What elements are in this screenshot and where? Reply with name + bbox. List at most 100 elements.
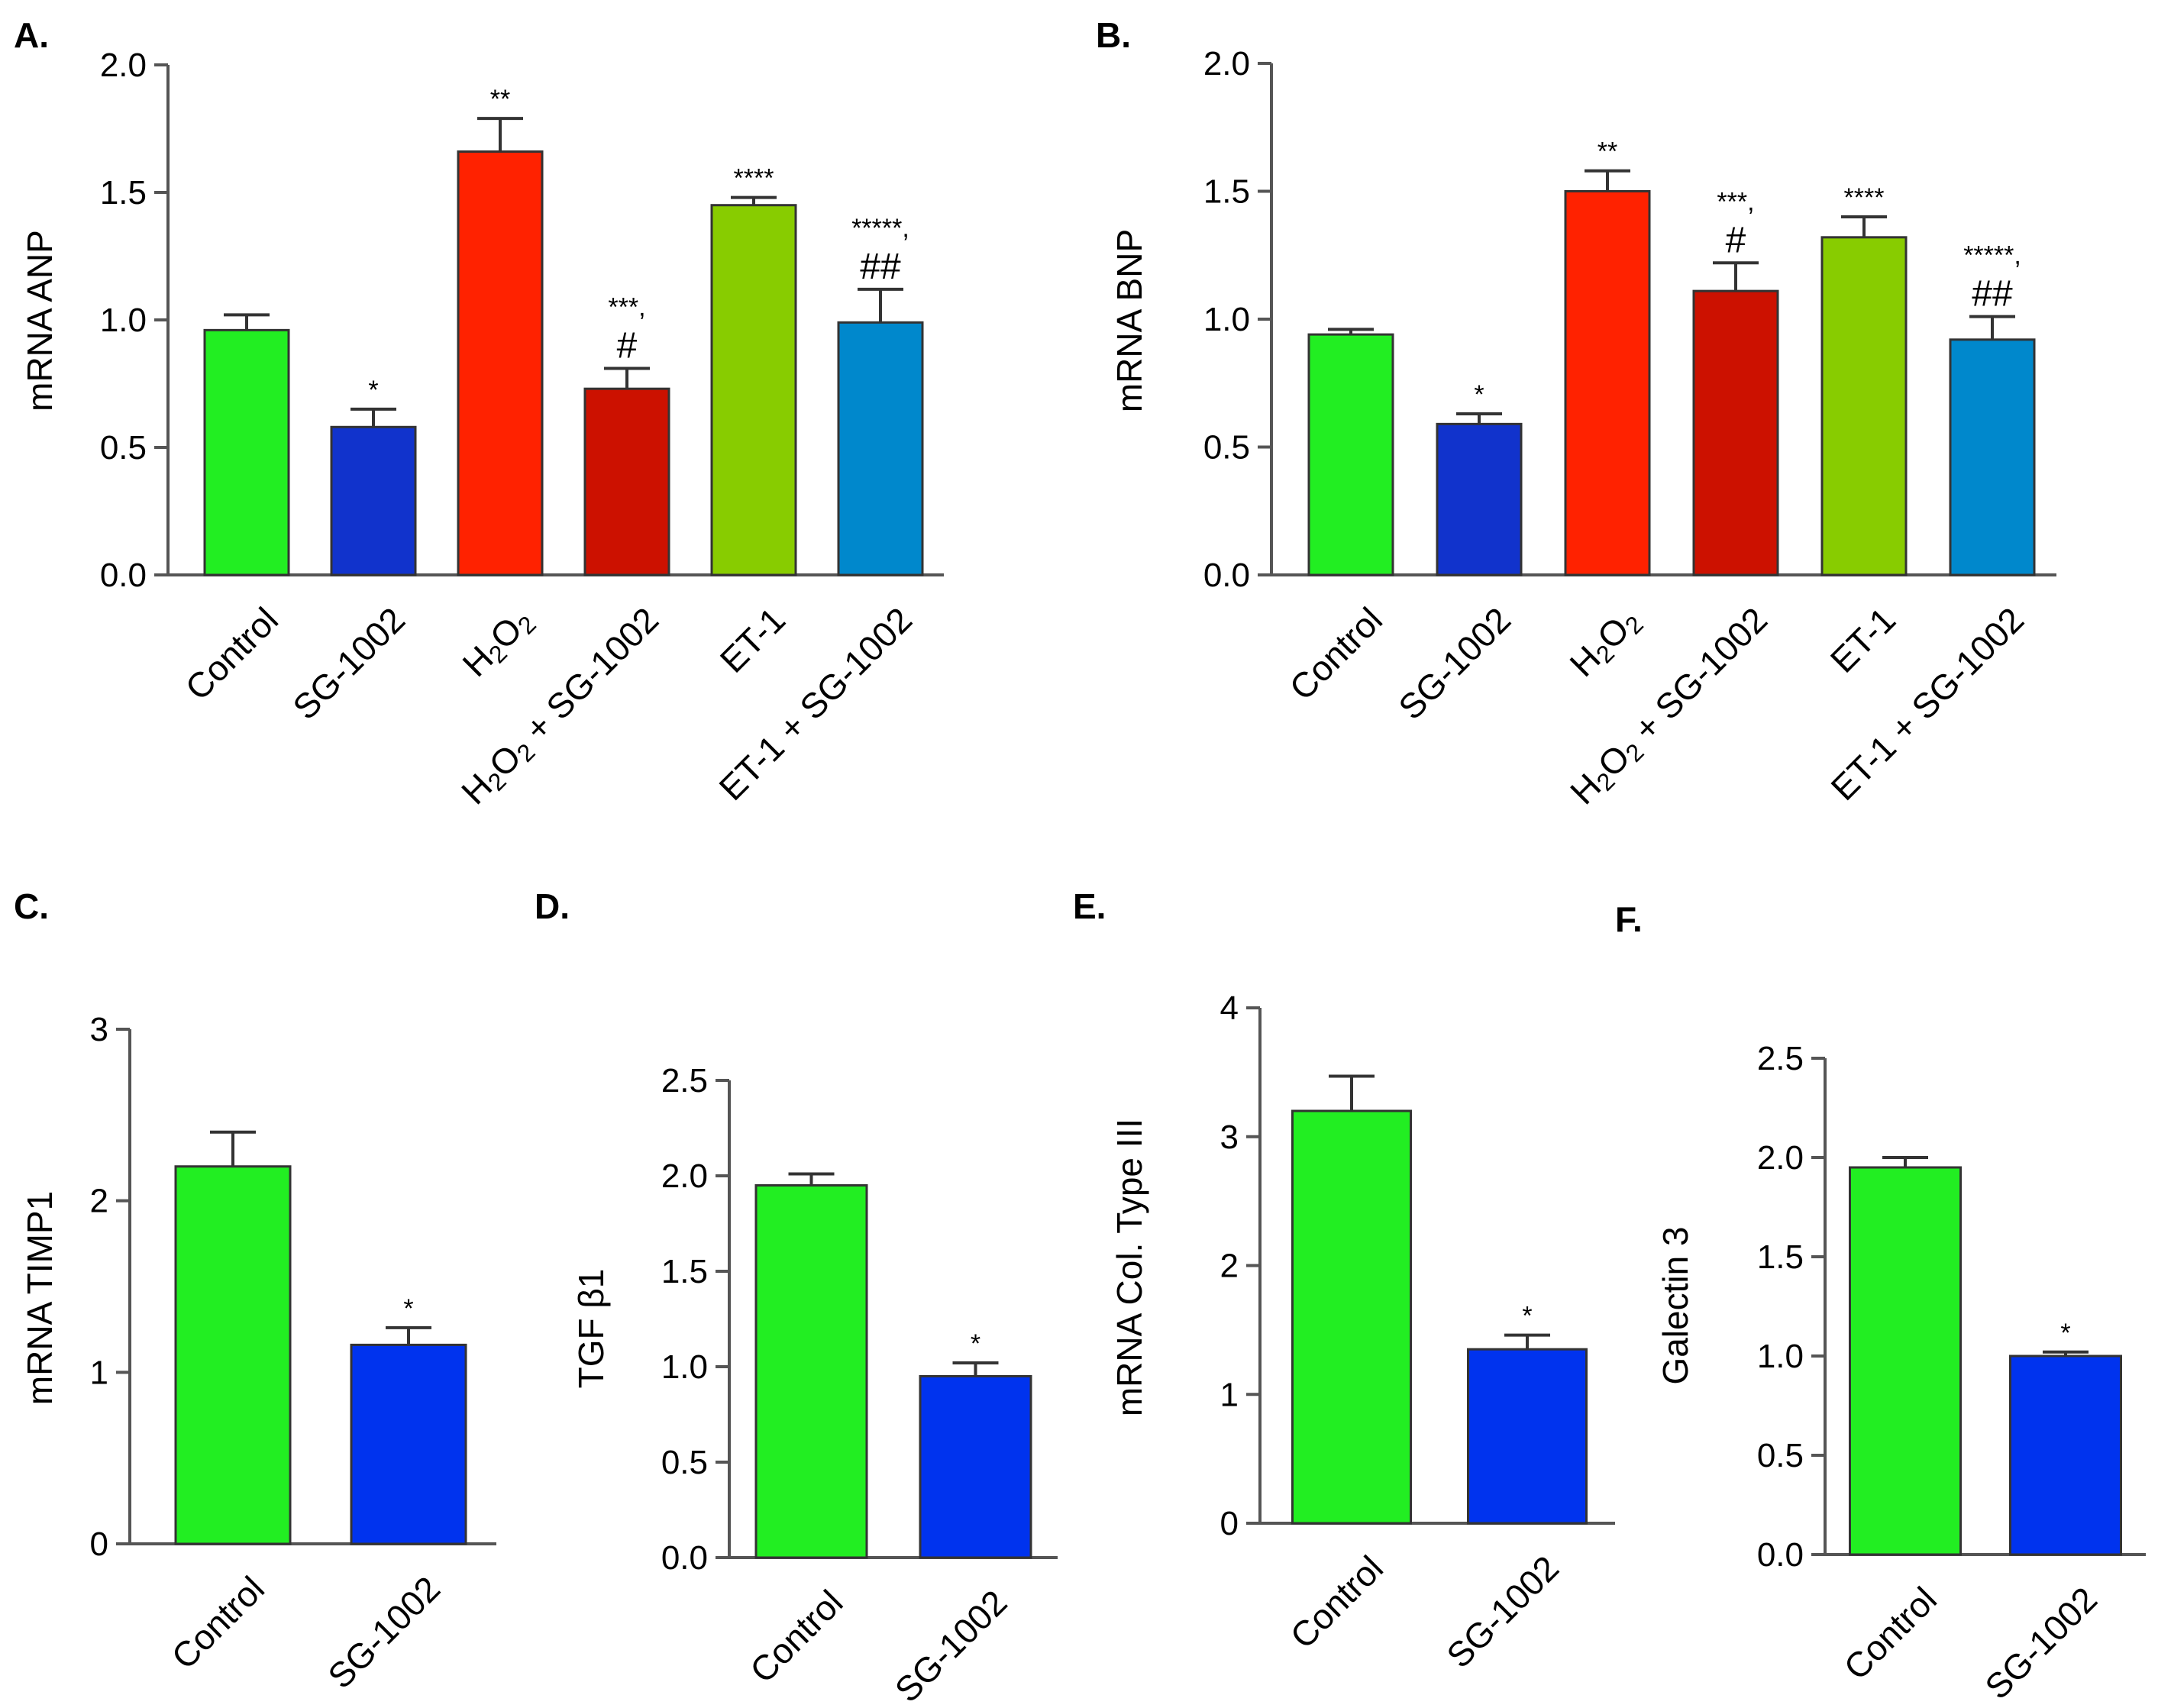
panel-label: E.	[1073, 886, 1106, 926]
bar	[1467, 1348, 1588, 1525]
significance-annotation: *	[2060, 1319, 2070, 1348]
category-label: SG-1002	[1977, 1579, 2105, 1706]
label-part: + SG-1002	[1619, 599, 1775, 755]
category-label: SG-1002	[887, 1582, 1014, 1708]
significance-annotation: *	[1522, 1302, 1532, 1331]
label-part: SG-1002	[887, 1582, 1014, 1708]
significance-annotation: ****	[734, 164, 774, 193]
y-tick-label: 2.0	[661, 1158, 708, 1195]
bar	[2009, 1354, 2122, 1556]
y-tick-label: 0	[1220, 1505, 1239, 1542]
bar	[330, 425, 417, 576]
panel-e: E. 0 1 2 3 4 mRNA Col. Type III Control * SG-1002	[1073, 886, 1615, 1675]
y-tick-label: 1.5	[1757, 1238, 1804, 1276]
hash-annotation: ##	[860, 247, 901, 287]
significance-annotation: **	[1598, 137, 1617, 166]
y-tick-label: 1.0	[1203, 301, 1250, 338]
y-axis-title: TGF β1	[571, 1269, 611, 1389]
bar	[1692, 289, 1779, 576]
y-tick-label: 0.5	[1757, 1437, 1804, 1474]
label-part: Control	[1282, 1548, 1391, 1656]
panel-label: D.	[535, 886, 570, 926]
y-tick-label: 2.0	[1757, 1139, 1804, 1177]
y-tick-label: 0.5	[100, 429, 147, 467]
bar	[350, 1343, 467, 1545]
category-label: Control	[742, 1582, 851, 1690]
label-part: SG-1002	[1977, 1579, 2105, 1706]
panel-f: F. 0.0 0.5 1.0 1.5 2.0 2.5 Galectin 3 Control * SG…	[1615, 899, 2146, 1706]
bar	[174, 1165, 292, 1545]
y-tick-label: 2	[1220, 1248, 1239, 1285]
bar	[919, 1375, 1032, 1559]
label-part: Control	[1836, 1579, 1944, 1687]
y-tick-label: 1.5	[100, 174, 147, 211]
y-tick-label: 2.0	[1203, 45, 1250, 82]
hash-annotation: #	[617, 325, 638, 366]
bar	[457, 150, 544, 576]
bar	[1307, 333, 1394, 576]
y-tick-label: 0.0	[100, 557, 147, 594]
y-tick-label: 1.0	[1757, 1338, 1804, 1375]
category-label: Control	[1281, 599, 1390, 708]
significance-annotation: ***,	[1717, 187, 1754, 216]
bar	[1564, 190, 1651, 576]
significance-annotation: ***,	[608, 292, 645, 321]
y-tick-label: 3	[90, 1011, 108, 1048]
y-tick-label: 4	[1220, 990, 1239, 1027]
y-tick-label: 0.5	[1203, 429, 1250, 467]
y-axis-title: mRNA BNP	[1110, 229, 1149, 412]
label-part: SG-1002	[1391, 599, 1518, 727]
y-axis-title: mRNA Col. Type III	[1110, 1119, 1149, 1416]
y-axis-title: Galectin 3	[1656, 1226, 1695, 1384]
label-part: Control	[1281, 599, 1390, 708]
category-label: SG-1002	[320, 1568, 447, 1696]
y-tick-label: 3	[1220, 1119, 1239, 1156]
y-tick-label: 2	[90, 1183, 108, 1220]
label-part: SG-1002	[320, 1568, 447, 1696]
panel-c: C. 0 1 2 3 mRNA TIMP1 Control * SG-1002	[14, 886, 496, 1696]
category-label: SG-1002	[1391, 599, 1518, 727]
y-tick-label: 2.5	[661, 1062, 708, 1099]
y-tick-label: 2.5	[1757, 1040, 1804, 1077]
label-part: Control	[177, 599, 286, 708]
panel-b: B. 0.0 0.5 1.0 1.5 2.0 mRNA BNP Control * SG-1002…	[1096, 15, 2056, 812]
bar	[1949, 338, 2036, 576]
bar	[1820, 236, 1908, 576]
y-tick-label: 0.0	[1203, 557, 1250, 594]
bar	[837, 321, 924, 576]
y-axis-title: mRNA TIMP1	[20, 1191, 60, 1405]
category-label: Control	[177, 599, 286, 708]
panel-a: A. 0.0 0.5 1.0 1.5 2.0 mRNA ANP Control * SG-1002…	[14, 15, 944, 812]
bar	[1291, 1109, 1412, 1525]
significance-annotation: *****,	[1963, 241, 2021, 270]
y-tick-label: 1.5	[661, 1253, 708, 1290]
label-part: SG-1002	[1439, 1548, 1566, 1675]
category-label: ET-1	[1822, 599, 1902, 680]
y-tick-label: 1	[90, 1354, 108, 1391]
label-part: SG-1002	[285, 599, 412, 727]
y-tick-label: 2.0	[100, 47, 147, 84]
category-label: SG-1002	[285, 599, 412, 727]
y-tick-label: 1	[1220, 1376, 1239, 1413]
bar	[1849, 1166, 1962, 1556]
label-part: Control	[742, 1582, 851, 1690]
bar	[754, 1184, 868, 1559]
label-part: Control	[163, 1568, 272, 1677]
label-part: ET-1	[712, 599, 792, 680]
y-tick-label: 0.5	[661, 1444, 708, 1481]
significance-annotation: *	[1474, 380, 1484, 409]
significance-annotation: *	[971, 1329, 980, 1358]
hash-annotation: ##	[1972, 274, 2013, 315]
y-tick-label: 0	[90, 1526, 108, 1563]
y-tick-label: 0.0	[1757, 1536, 1804, 1574]
bar	[203, 328, 290, 576]
y-tick-label: 1.5	[1203, 173, 1250, 211]
bar	[1436, 422, 1523, 576]
significance-annotation: *****,	[851, 214, 909, 243]
y-axis-title: mRNA ANP	[20, 230, 60, 412]
panel-label: A.	[14, 15, 49, 55]
category-label: H2O2	[1562, 599, 1649, 686]
panel-label: C.	[14, 886, 49, 926]
bar	[710, 204, 797, 576]
